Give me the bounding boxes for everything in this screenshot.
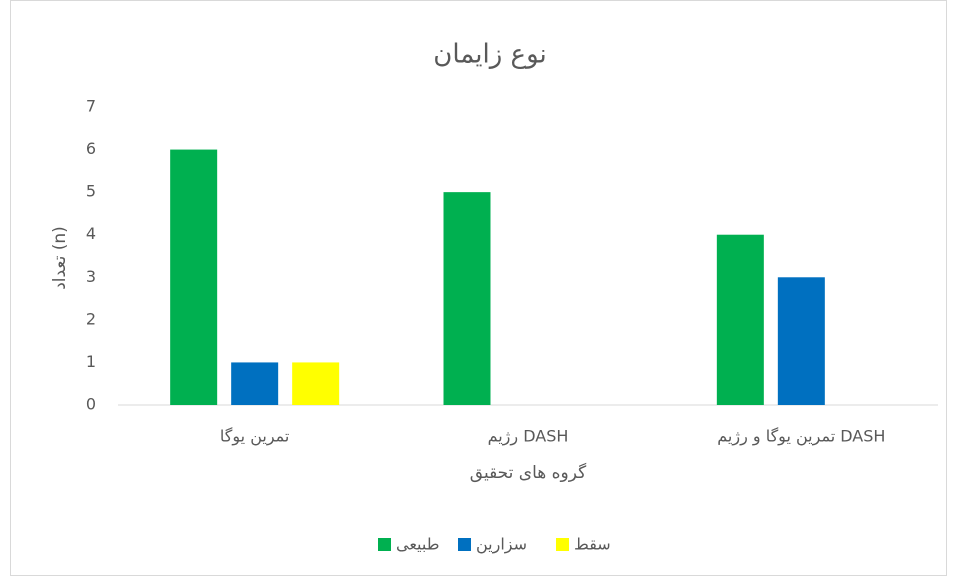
- legend-swatch: [378, 538, 391, 551]
- bar: [777, 277, 825, 405]
- bar: [292, 362, 340, 405]
- y-tick-label: 6: [86, 139, 96, 158]
- x-axis-label: گروه های تحقیق: [470, 462, 587, 483]
- chart-title: نوع زایمان: [433, 40, 547, 70]
- y-tick-label: 1: [86, 352, 96, 371]
- y-tick-label: 7: [86, 97, 96, 116]
- y-tick-label: 5: [86, 182, 96, 201]
- bar: [231, 362, 279, 405]
- x-tick-label: تمرین یوگا: [220, 427, 289, 447]
- y-tick-label: 3: [86, 267, 96, 286]
- y-tick-label: 0: [86, 395, 96, 414]
- y-tick-label: 4: [86, 224, 96, 243]
- bar: [170, 149, 218, 405]
- legend-swatch: [458, 538, 471, 551]
- legend-swatch: [556, 538, 569, 551]
- legend-label: سزارین: [476, 535, 527, 555]
- y-tick-label: 2: [86, 309, 96, 328]
- bar: [443, 192, 491, 405]
- y-axis-label: تعداد (n): [50, 226, 70, 290]
- legend-label: سقط: [574, 535, 611, 554]
- x-tick-label: تمرین یوگا و رژیم DASH: [717, 427, 885, 447]
- x-tick-label: رژیم DASH: [488, 427, 569, 447]
- legend-label: طبیعی: [396, 535, 439, 554]
- bar: [716, 234, 764, 405]
